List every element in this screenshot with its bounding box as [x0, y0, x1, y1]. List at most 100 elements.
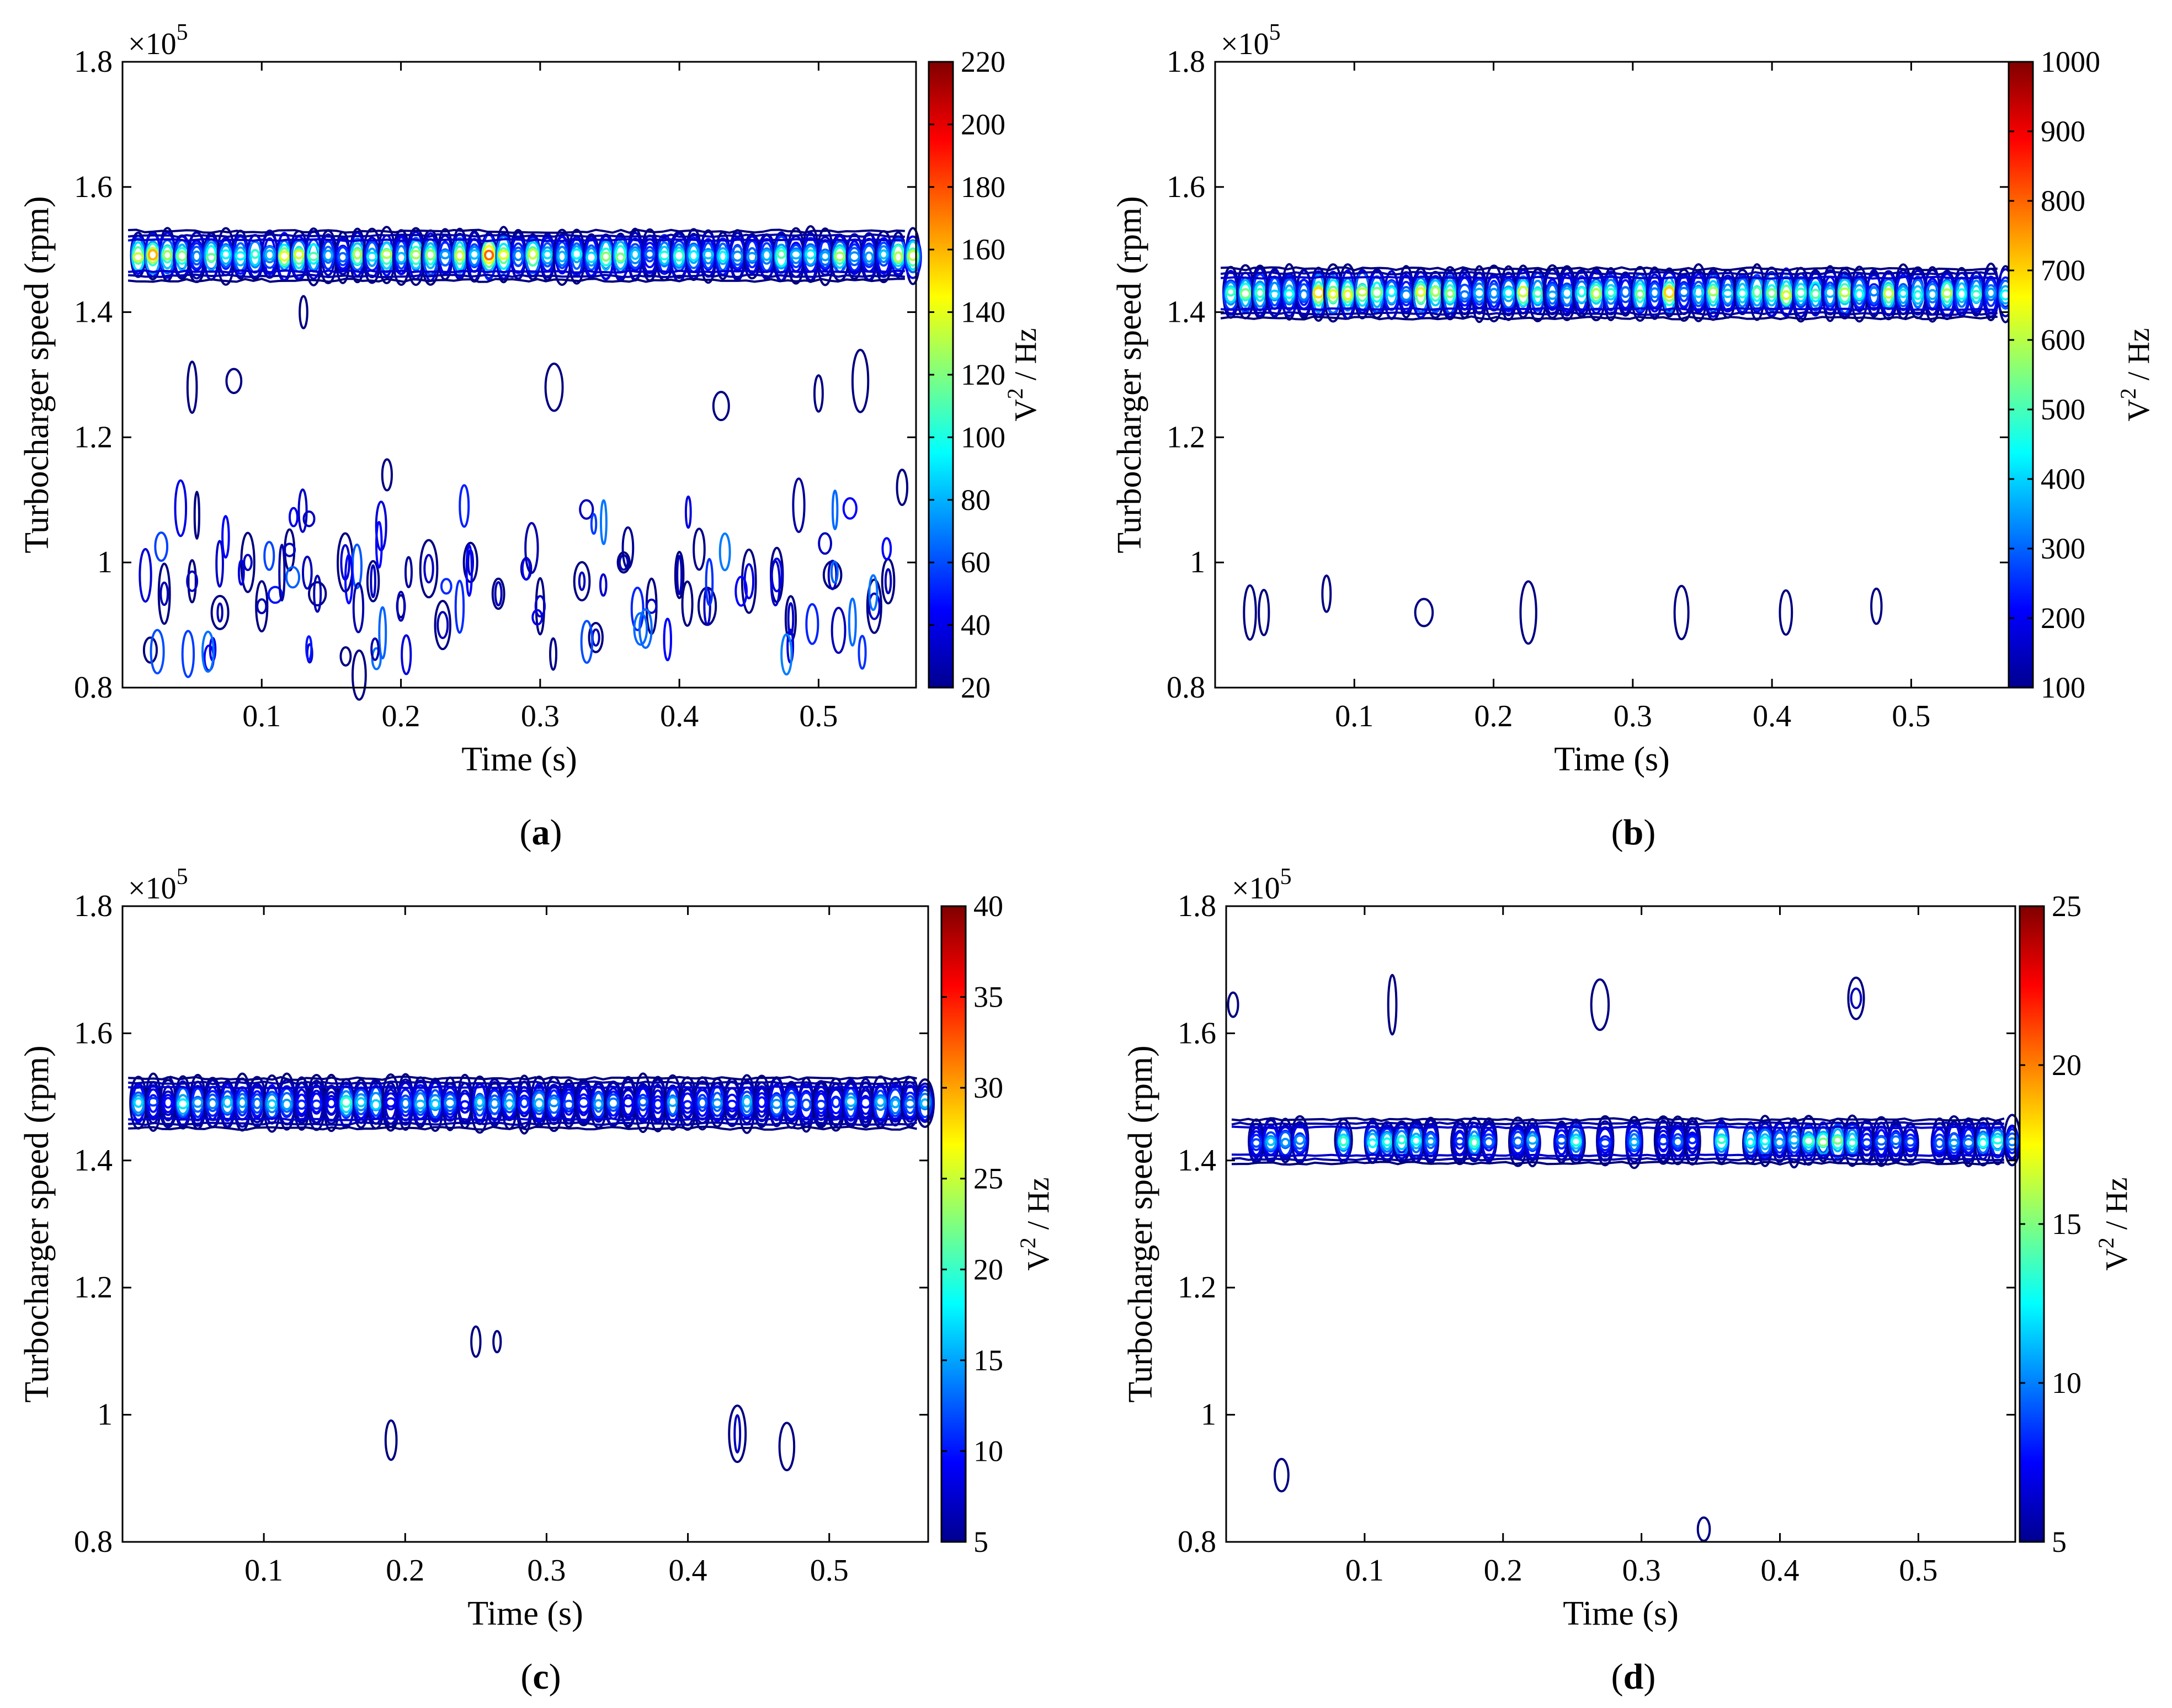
contour-ring	[440, 249, 451, 260]
contour-island	[787, 602, 795, 636]
contour-ring	[637, 1097, 648, 1107]
panel-a: 0.1 0.2 0.3 0.4 0.5 0.8 1 1.2 1.4 1.6 1.8 ×105 Time …	[18, 20, 1043, 853]
colorbar-tick-label: 10	[2052, 1366, 2082, 1400]
contour-island	[186, 360, 198, 414]
colorbar-tick-label: 300	[2041, 532, 2085, 565]
y-axis-label: Turbocharger speed (rpm)	[18, 1045, 56, 1402]
x-tick-label: 0.4	[669, 1553, 707, 1588]
contour-island	[741, 548, 757, 614]
contour-envelope	[1220, 270, 1998, 276]
contour-ring	[1415, 287, 1426, 297]
contour-ring	[513, 249, 524, 262]
contour-ring	[430, 1099, 441, 1110]
contour-island	[352, 582, 365, 634]
contour-ring	[1292, 1124, 1308, 1156]
y-tick-label: 0.8	[74, 1525, 113, 1559]
colorbar-tick-label: 20	[973, 1253, 1003, 1286]
contour-ring	[1716, 1135, 1727, 1145]
contour-ring	[1473, 288, 1486, 299]
contour-island	[154, 531, 169, 562]
contour-ring	[1328, 289, 1338, 299]
contour-island	[381, 458, 393, 492]
contour-envelope	[127, 273, 906, 279]
contour-island	[375, 520, 383, 569]
contour-ring	[1532, 288, 1543, 298]
contour-ring	[918, 1093, 931, 1110]
colorbar-tick-label: 220	[961, 45, 1005, 78]
colorbar-tick-label: 140	[961, 296, 1005, 329]
contour-ring	[1758, 1129, 1772, 1155]
contour-ring	[147, 249, 158, 261]
contour-ring	[355, 1097, 366, 1108]
contour-ring	[1341, 285, 1354, 304]
contour-ring	[1658, 1136, 1669, 1146]
x-tick-label: 0.5	[1899, 1553, 1937, 1588]
contour-island	[492, 1329, 502, 1354]
contour-island	[858, 635, 867, 670]
contour-island	[396, 590, 406, 622]
contour-ring	[742, 1095, 752, 1108]
contour-ring	[1707, 286, 1719, 297]
colorbar-label: V2 / Hz	[2116, 328, 2156, 421]
contour-island	[288, 507, 299, 528]
contour-island	[1847, 976, 1865, 1020]
contour-ring	[1629, 1137, 1639, 1147]
contour-ring	[252, 1098, 262, 1109]
contour-ring	[681, 1092, 694, 1114]
contour-ring	[1339, 1136, 1349, 1147]
contour-island	[805, 603, 819, 645]
caption-paren-close: )	[550, 812, 562, 853]
contour-ring	[512, 246, 525, 267]
contour-ring	[1744, 1131, 1756, 1149]
contour-ring	[161, 245, 174, 264]
x-tick-label: 0.3	[521, 699, 560, 733]
y-tick-label: 1.4	[1178, 1143, 1216, 1178]
colorbar-tick-label: 100	[2041, 671, 2085, 704]
contour-ring	[1513, 1136, 1524, 1147]
contour-ring	[805, 249, 817, 260]
contour-island	[1850, 987, 1862, 1009]
contour-island	[436, 611, 449, 640]
y-axis-label: Turbocharger speed (rpm)	[1122, 1045, 1159, 1402]
contour-island	[401, 634, 412, 675]
x-axis-label: Time (s)	[461, 741, 577, 778]
contour-ring	[1556, 1135, 1567, 1145]
contour-island	[423, 554, 434, 584]
y-tick-label: 1.2	[1167, 420, 1205, 454]
y-tick-label: 1.6	[1167, 170, 1205, 204]
x-tick-label: 0.3	[1622, 1553, 1661, 1588]
contour-ring	[1774, 1131, 1786, 1150]
contour-ring	[571, 248, 583, 260]
contour-envelope	[128, 1121, 917, 1126]
contour-ring	[207, 1098, 218, 1110]
contour-ring	[425, 249, 436, 260]
colorbar-tick-label: 500	[2041, 393, 2085, 426]
contour-ring	[848, 251, 860, 262]
contour-ring	[132, 252, 144, 263]
contour-ring	[1225, 285, 1237, 304]
contour-ring	[1854, 288, 1865, 301]
contour-island	[225, 368, 243, 395]
contour-ring	[528, 248, 538, 260]
contour-ring	[1312, 286, 1324, 299]
contour-ring	[1635, 289, 1646, 299]
contour-ring	[1752, 286, 1762, 298]
contour-island	[313, 574, 322, 613]
contour-island	[896, 469, 909, 506]
contour-island	[243, 554, 253, 571]
contour-ring	[801, 1098, 812, 1111]
contour-envelope	[127, 233, 905, 238]
contour-island	[1519, 580, 1537, 645]
contour-ring	[1687, 1135, 1697, 1145]
contour-band	[127, 225, 922, 286]
contour-ring	[1913, 290, 1923, 300]
contour-ring	[697, 1097, 707, 1109]
contour-envelope	[128, 1125, 917, 1131]
contour-island	[633, 612, 648, 646]
colorbar-tick-label: 60	[961, 546, 991, 579]
contour-island	[848, 597, 857, 647]
contour-ring	[1367, 1138, 1378, 1148]
contour-island	[1243, 584, 1257, 641]
contour-island	[491, 577, 505, 610]
contour-ring	[1898, 288, 1908, 299]
